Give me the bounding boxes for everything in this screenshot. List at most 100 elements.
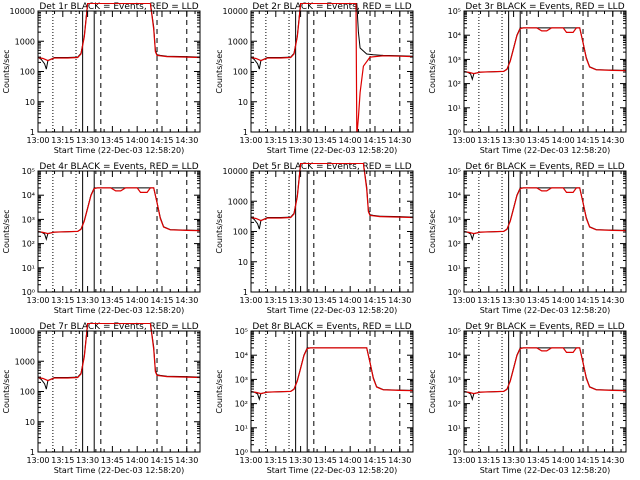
x-axis-label: Start Time (22-Dec-03 12:58:20): [480, 146, 611, 155]
lld-series-line: [464, 27, 626, 75]
x-tick-label: 14:30: [388, 456, 411, 465]
x-tick-label: 13:00: [26, 296, 49, 305]
x-tick-label: 14:00: [126, 136, 149, 145]
y-tick-label: 10⁴: [448, 191, 461, 200]
x-tick-label: 13:15: [264, 456, 287, 465]
y-tick-label: 10000: [223, 167, 248, 176]
x-tick-label: 14:00: [552, 136, 575, 145]
panel-det-4: Det 4r BLACK = Events, RED = LLD10⁰10¹10…: [2, 162, 201, 315]
x-tick-label: 13:30: [502, 456, 525, 465]
x-tick-label: 13:30: [76, 456, 99, 465]
x-axis: 13:00 13:15 13:30 13:45 14:00 14:15 14:30Start…: [26, 171, 198, 315]
x-tick-label: 14:00: [126, 456, 149, 465]
x-axis-label: Start Time (22-Dec-03 12:58:20): [267, 466, 398, 475]
y-tick-label: 1000: [15, 357, 35, 366]
x-tick-label: 13:00: [239, 456, 262, 465]
plot-frame: [463, 10, 627, 133]
x-axis: 13:00 13:15 13:30 13:45 14:00 14:15 14:30Start…: [26, 331, 198, 475]
y-tick-label: 10³: [448, 375, 461, 384]
panel-title: Det 7r BLACK = Events, RED = LLD: [39, 322, 198, 332]
y-tick-label: 10: [238, 98, 248, 107]
y-axis: 10⁰ 10¹ 10² 10³ 10⁴ 10⁵ Counts/sec: [428, 7, 626, 137]
y-axis: 10⁰ 10¹ 10² 10³ 10⁴ 10⁵ Counts/sec: [428, 327, 626, 457]
y-tick-label: 10³: [448, 55, 461, 64]
x-tick-label: 14:30: [601, 136, 624, 145]
y-tick-label: 10⁰: [448, 288, 461, 297]
y-tick-label: 1000: [228, 197, 248, 206]
panel-title: Det 1r BLACK = Events, RED = LLD: [39, 2, 198, 12]
x-tick-label: 14:00: [339, 456, 362, 465]
y-tick-label: 10: [238, 258, 248, 267]
y-tick-label: 1000: [228, 37, 248, 46]
x-tick-label: 13:30: [289, 456, 312, 465]
y-tick-label: 10³: [448, 215, 461, 224]
x-tick-label: 14:15: [576, 136, 599, 145]
panel-det-3: Det 3r BLACK = Events, RED = LLD10⁰10¹10…: [428, 2, 627, 155]
y-tick-label: 1: [243, 288, 248, 297]
time-marker-lines: [265, 11, 401, 132]
panel-title: Det 2r BLACK = Events, RED = LLD: [252, 2, 411, 12]
x-tick-label: 13:45: [314, 136, 337, 145]
x-tick-label: 13:30: [502, 296, 525, 305]
x-tick-label: 14:15: [576, 296, 599, 305]
lld-series-line: [38, 187, 200, 235]
x-tick-label: 13:45: [101, 456, 124, 465]
x-tick-label: 13:00: [452, 456, 475, 465]
y-tick-label: 100: [20, 68, 35, 77]
y-tick-label: 10000: [10, 7, 35, 16]
x-tick-label: 13:15: [264, 296, 287, 305]
x-axis-label: Start Time (22-Dec-03 12:58:20): [54, 466, 185, 475]
y-tick-label: 1000: [15, 37, 35, 46]
x-axis: 13:00 13:15 13:30 13:45 14:00 14:15 14:30Start…: [26, 11, 198, 155]
x-tick-label: 13:45: [101, 136, 124, 145]
y-tick-label: 10⁰: [448, 128, 461, 137]
y-tick-label: 10¹: [22, 264, 35, 273]
x-tick-label: 13:00: [452, 136, 475, 145]
plot-frame: [250, 10, 414, 133]
x-axis-label: Start Time (22-Dec-03 12:58:20): [480, 466, 611, 475]
x-axis: 13:00 13:15 13:30 13:45 14:00 14:15 14:30Start…: [239, 171, 411, 315]
plot-frame: [250, 330, 414, 453]
lld-series-line: [464, 187, 626, 235]
y-axis: 10⁰ 10¹ 10² 10³ 10⁴ 10⁵ Counts/sec: [428, 167, 626, 297]
x-tick-label: 13:15: [477, 456, 500, 465]
y-tick-label: 10¹: [448, 264, 461, 273]
y-axis-label: Counts/sec: [428, 369, 437, 413]
y-tick-label: 1: [243, 128, 248, 137]
x-tick-label: 14:30: [601, 456, 624, 465]
plot-frame: [463, 330, 627, 453]
panel-title: Det 4r BLACK = Events, RED = LLD: [39, 162, 198, 172]
x-tick-label: 14:00: [339, 136, 362, 145]
x-tick-label: 13:15: [264, 136, 287, 145]
x-axis-label: Start Time (22-Dec-03 12:58:20): [54, 146, 185, 155]
y-tick-label: 10⁵: [448, 7, 461, 16]
x-axis-label: Start Time (22-Dec-03 12:58:20): [267, 146, 398, 155]
y-axis: 1 10 100 1000 10000 Counts/sec: [2, 7, 200, 137]
panel-det-6: Det 6r BLACK = Events, RED = LLD10⁰10¹10…: [428, 162, 627, 315]
x-tick-label: 14:00: [552, 296, 575, 305]
x-tick-label: 13:30: [289, 296, 312, 305]
panel-det-7: Det 7r BLACK = Events, RED = LLD 1 10 100 10…: [2, 322, 201, 475]
x-axis-label: Start Time (22-Dec-03 12:58:20): [267, 306, 398, 315]
x-tick-label: 14:15: [363, 296, 386, 305]
plot-frame: [37, 330, 201, 453]
x-tick-label: 13:00: [452, 296, 475, 305]
x-tick-label: 14:15: [363, 136, 386, 145]
y-axis-label: Counts/sec: [215, 49, 224, 93]
y-axis-label: Counts/sec: [2, 369, 11, 413]
x-tick-label: 14:00: [552, 456, 575, 465]
x-tick-label: 13:00: [26, 456, 49, 465]
y-tick-label: 100: [233, 68, 248, 77]
y-tick-label: 10000: [10, 327, 35, 336]
x-tick-label: 14:00: [126, 296, 149, 305]
y-tick-label: 10²: [448, 400, 461, 409]
panel-det-9: Det 9r BLACK = Events, RED = LLD10⁰10¹10…: [428, 322, 627, 475]
x-tick-label: 13:45: [527, 296, 550, 305]
x-tick-label: 14:30: [175, 456, 198, 465]
x-tick-label: 13:00: [239, 296, 262, 305]
x-tick-label: 14:30: [175, 296, 198, 305]
x-tick-label: 14:30: [601, 296, 624, 305]
x-tick-label: 13:15: [477, 296, 500, 305]
x-tick-label: 13:45: [527, 456, 550, 465]
y-axis: 1 10 100 1000 10000 Counts/sec: [2, 327, 200, 457]
